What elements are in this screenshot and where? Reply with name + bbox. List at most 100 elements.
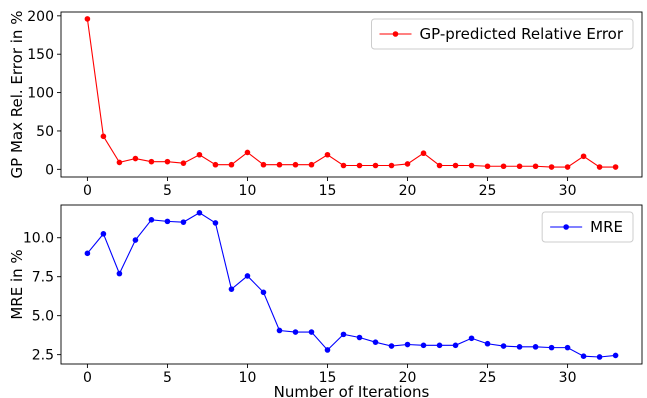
x-tick-label: 30 (559, 370, 577, 386)
data-point (212, 220, 219, 226)
data-point (244, 149, 251, 156)
data-point (340, 331, 347, 338)
data-point (308, 329, 315, 335)
data-point (260, 161, 267, 168)
y-tick-label: 50 (36, 124, 54, 140)
series-line (86, 18, 616, 168)
data-point (548, 164, 555, 170)
x-tick-label: 10 (239, 183, 257, 199)
y-tick-label: 100 (27, 86, 54, 102)
data-point (468, 335, 475, 342)
data-point (244, 273, 251, 279)
bottom-mre-plot: 0 5 10 15 20 25 30 2.5 5.0 7.5 10.0 MRE in % Number … (8, 204, 643, 398)
series-line (86, 212, 616, 358)
data-point (148, 217, 155, 223)
data-point (324, 347, 331, 353)
data-point (516, 163, 523, 170)
data-point (436, 162, 443, 169)
data-point (420, 342, 427, 349)
data-point (484, 163, 491, 170)
data-point (484, 340, 491, 347)
data-point (516, 344, 523, 350)
legend-label: MRE (590, 218, 623, 236)
data-point (388, 343, 395, 349)
data-point (356, 162, 363, 169)
plot-frame (60, 11, 643, 178)
data-point (532, 163, 539, 170)
y-tick-label: 150 (27, 47, 54, 63)
y-tick-label: 5.0 (32, 309, 54, 325)
data-point (500, 343, 507, 349)
data-point (276, 161, 283, 168)
data-point (580, 153, 587, 160)
data-point (180, 160, 187, 166)
legend-label: GP-predicted Relative Error (420, 25, 624, 43)
data-point (196, 209, 203, 216)
data-point (580, 353, 587, 360)
legend-box (371, 18, 634, 50)
x-tick-label: 5 (163, 370, 172, 386)
x-tick-label: 30 (559, 183, 577, 199)
data-point (292, 329, 299, 335)
x-tick-label: 20 (399, 183, 417, 199)
y-tick-label: 2.5 (32, 348, 54, 364)
data-point (340, 162, 347, 169)
data-point (596, 354, 603, 360)
data-point (164, 158, 171, 165)
x-axis-label: Number of Iterations (274, 383, 430, 398)
x-tick-label: 15 (319, 370, 337, 386)
data-point (116, 270, 123, 277)
data-point (420, 150, 427, 157)
x-tick-label: 25 (479, 370, 497, 386)
data-point (164, 218, 171, 225)
data-point (564, 344, 571, 351)
data-point (388, 162, 395, 169)
y-axis-label: GP Max Rel. Error in % (8, 11, 26, 179)
data-point (596, 164, 603, 170)
data-point (116, 159, 123, 166)
x-tick-label: 0 (83, 370, 92, 386)
data-point (452, 342, 459, 349)
x-tick-label: 25 (479, 183, 497, 199)
y-axis-label: MRE in % (8, 249, 26, 319)
data-point (372, 162, 379, 169)
data-point (356, 334, 363, 341)
data-point (404, 161, 411, 167)
y-tick-label: 200 (27, 9, 54, 25)
data-point (276, 327, 283, 334)
data-point (436, 342, 443, 349)
data-point (500, 163, 507, 170)
legend-marker (563, 224, 569, 230)
data-point (84, 250, 91, 257)
data-point (212, 161, 219, 168)
x-tick-label: 20 (399, 370, 417, 386)
data-point (452, 162, 459, 169)
data-point (564, 164, 571, 170)
data-point (372, 339, 379, 345)
y-tick-label: 7.5 (32, 270, 54, 286)
plot-frame (60, 204, 643, 365)
data-point (228, 286, 235, 292)
data-point (612, 352, 619, 359)
data-point (228, 161, 235, 168)
x-tick-label: 0 (83, 183, 92, 199)
legend-marker (392, 31, 399, 37)
data-point (260, 289, 267, 296)
x-tick-label: 10 (239, 370, 257, 386)
data-point (132, 155, 139, 162)
y-tick-label: 0 (45, 162, 54, 178)
x-tick-label: 15 (319, 183, 337, 199)
data-point (180, 219, 187, 225)
data-point (532, 344, 539, 350)
data-point (196, 151, 203, 158)
data-point (612, 164, 619, 170)
data-point (84, 16, 91, 22)
data-point (100, 231, 107, 237)
data-point (148, 158, 155, 165)
data-point (292, 161, 299, 168)
x-tick-label: 5 (163, 183, 172, 199)
data-point (548, 344, 555, 351)
data-point (308, 161, 315, 168)
